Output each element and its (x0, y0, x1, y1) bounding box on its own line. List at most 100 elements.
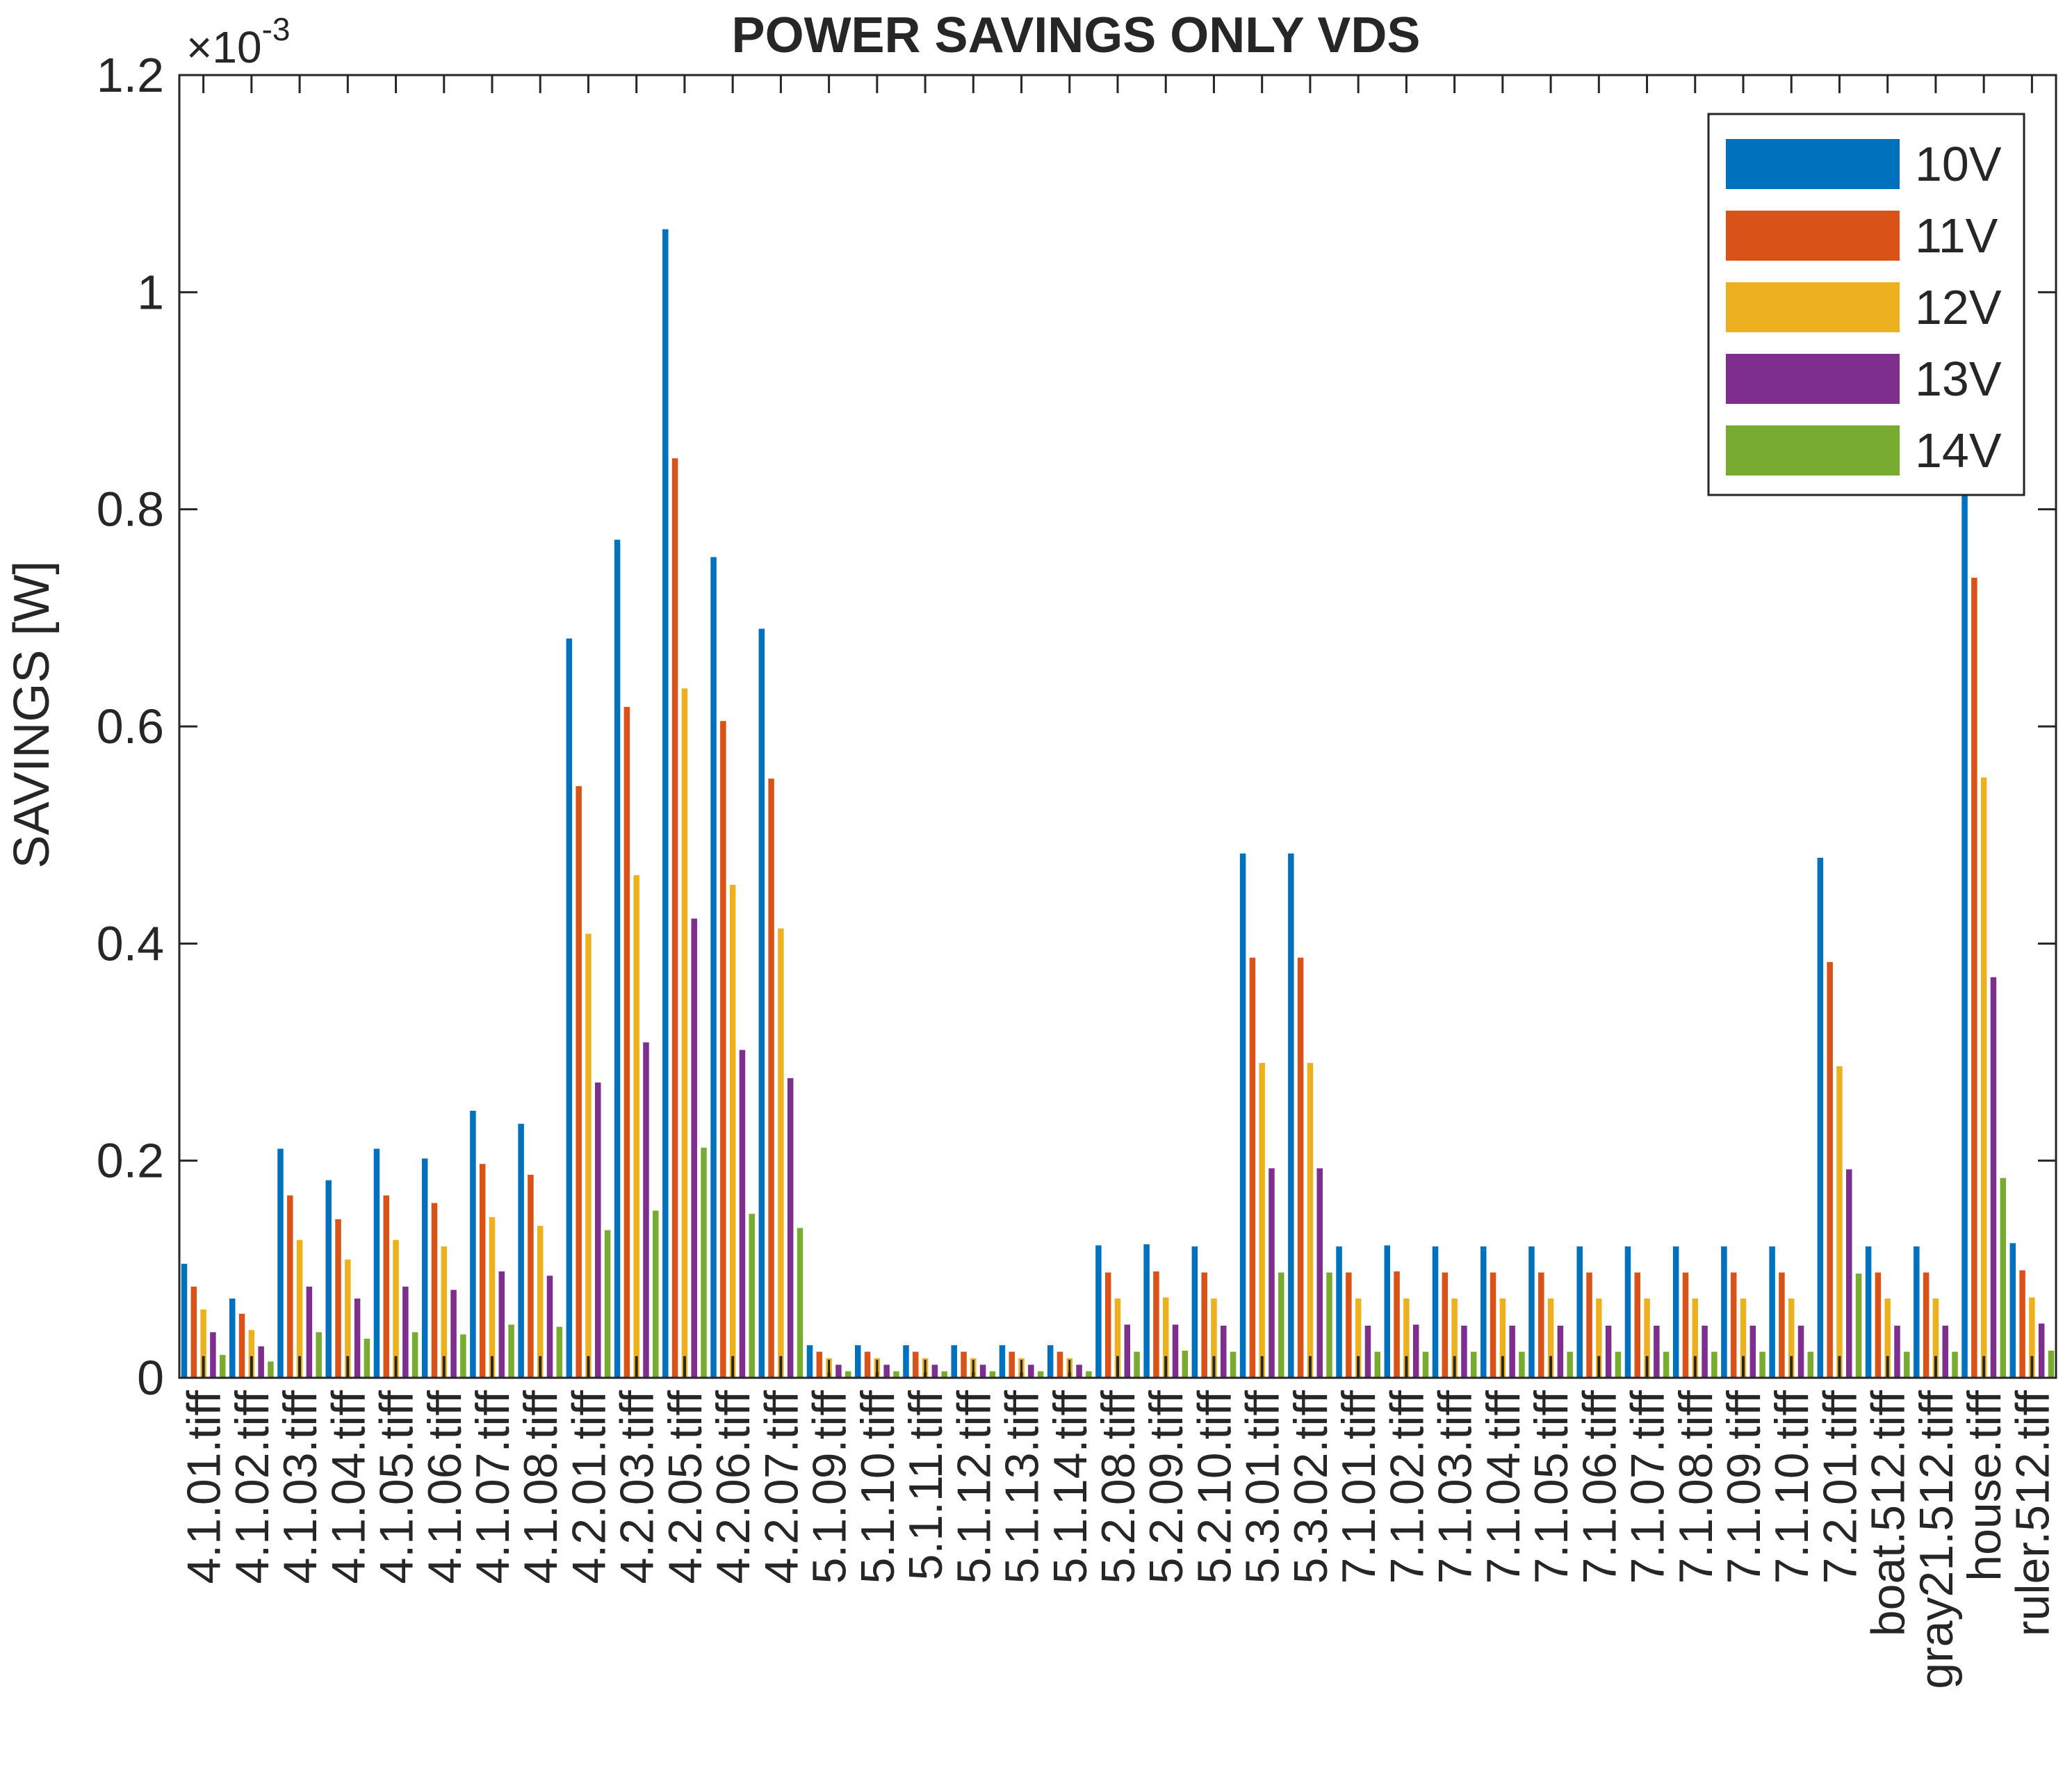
bar-14V-7.1.07.tiff (1663, 1351, 1670, 1378)
bar-13V-5.3.02.tiff (1316, 1168, 1323, 1378)
bar-13V-4.2.01.tiff (595, 1082, 601, 1378)
bar-10V-7.2.01.tiff (1817, 857, 1824, 1378)
bar-12V-7.1.08.tiff (1692, 1299, 1699, 1378)
bar-10V-ruler.512.tiff (2009, 1243, 2016, 1378)
legend-swatch-12V (1726, 282, 1900, 332)
x-tick-label: 5.1.14.tiff (1044, 1390, 1097, 1584)
x-tick-label: 4.1.04.tiff (322, 1390, 375, 1584)
x-tick-label: 7.2.01.tiff (1814, 1390, 1867, 1584)
x-tick-label: 4.1.03.tiff (274, 1390, 327, 1584)
bar-12V-7.1.03.tiff (1451, 1299, 1458, 1378)
bar-11V-4.1.04.tiff (335, 1219, 341, 1378)
bar-14V-7.1.02.tiff (1422, 1351, 1429, 1378)
bar-14V-5.1.10.tiff (893, 1371, 899, 1378)
bar-14V-5.3.02.tiff (1326, 1272, 1332, 1378)
x-tick-label: 5.1.12.tiff (947, 1390, 1000, 1584)
bar-11V-7.1.01.tiff (1346, 1272, 1352, 1378)
x-tick-label: 4.1.01.tiff (178, 1390, 231, 1584)
bar-12V-4.2.07.tiff (778, 928, 784, 1378)
bar-14V-5.1.14.tiff (1086, 1371, 1092, 1378)
x-tick-label: 7.1.03.tiff (1429, 1390, 1482, 1584)
bar-13V-5.1.09.tiff (835, 1365, 842, 1378)
bar-11V-5.1.09.tiff (816, 1351, 823, 1378)
bar-10V-5.1.12.tiff (951, 1345, 957, 1378)
x-tick-label: 5.1.10.tiff (851, 1390, 904, 1584)
x-tick-label: 4.1.02.tiff (226, 1390, 279, 1584)
bar-10V-4.1.07.tiff (470, 1110, 476, 1378)
bar-14V-7.2.01.tiff (1855, 1274, 1862, 1378)
x-tick-label: 4.1.08.tiff (514, 1390, 567, 1584)
bar-10V-7.1.10.tiff (1769, 1246, 1775, 1378)
bar-14V-4.2.01.tiff (604, 1230, 611, 1378)
y-tick-label: 0 (137, 1351, 164, 1405)
bar-12V-4.1.07.tiff (489, 1217, 496, 1378)
bars-layer (181, 229, 2055, 1378)
x-tick-label: 7.1.08.tiff (1670, 1390, 1722, 1584)
bar-13V-4.2.06.tiff (739, 1050, 746, 1378)
bar-14V-4.1.07.tiff (508, 1324, 514, 1378)
x-tick-label: 7.1.09.tiff (1718, 1390, 1770, 1584)
x-tick-label: 4.2.06.tiff (707, 1390, 760, 1584)
bar-10V-7.1.06.tiff (1576, 1246, 1583, 1378)
bar-12V-5.2.09.tiff (1162, 1297, 1169, 1378)
bar-12V-7.1.06.tiff (1596, 1299, 1602, 1378)
bar-11V-4.2.07.tiff (768, 778, 774, 1378)
y-ticks: 0 0.2 0.4 0.6 0.8 1 1.2 (97, 48, 2056, 1405)
bar-12V-7.1.09.tiff (1740, 1299, 1747, 1378)
y-axis-exponent-base: ×10 (186, 22, 262, 72)
bar-10V-4.1.04.tiff (325, 1180, 332, 1378)
bar-11V-5.2.09.tiff (1153, 1271, 1159, 1378)
bar-10V-4.2.01.tiff (566, 638, 573, 1378)
bar-14V-7.1.10.tiff (1807, 1351, 1814, 1378)
bar-13V-7.1.04.tiff (1509, 1326, 1515, 1378)
bar-10V-4.1.03.tiff (277, 1148, 284, 1378)
bar-10V-4.1.05.tiff (373, 1148, 380, 1378)
x-tick-label: 4.1.07.tiff (466, 1390, 519, 1584)
bar-13V-7.1.02.tiff (1412, 1324, 1419, 1378)
bar-10V-4.1.02.tiff (229, 1299, 236, 1378)
bar-10V-5.1.14.tiff (1047, 1345, 1054, 1378)
bar-10V-gray21.512.tiff (1914, 1246, 1920, 1378)
bar-11V-5.1.14.tiff (1057, 1351, 1063, 1378)
bar-12V-4.2.01.tiff (585, 934, 592, 1378)
bar-11V-7.1.06.tiff (1586, 1272, 1592, 1378)
bar-14V-5.1.11.tiff (941, 1371, 947, 1378)
bar-11V-7.1.02.tiff (1394, 1271, 1400, 1378)
bar-13V-ruler.512.tiff (2038, 1323, 2045, 1378)
bar-12V-7.1.04.tiff (1499, 1299, 1506, 1378)
bar-14V-4.1.02.tiff (268, 1361, 274, 1378)
legend-label-11V: 11V (1915, 209, 1998, 263)
bar-13V-5.1.10.tiff (883, 1365, 890, 1378)
bar-14V-7.1.06.tiff (1615, 1351, 1622, 1378)
bar-13V-5.1.11.tiff (931, 1365, 938, 1378)
x-tick-label: 4.1.05.tiff (370, 1390, 423, 1584)
y-tick-label: 0.6 (97, 699, 164, 754)
bar-13V-7.2.01.tiff (1846, 1169, 1852, 1378)
bar-10V-4.2.06.tiff (710, 557, 717, 1378)
bar-14V-4.1.08.tiff (556, 1326, 563, 1378)
bar-11V-7.1.10.tiff (1779, 1272, 1785, 1378)
bar-14V-gray21.512.tiff (1952, 1351, 1958, 1378)
bar-14V-5.2.09.tiff (1182, 1350, 1189, 1378)
x-tick-label: 7.1.07.tiff (1622, 1390, 1674, 1584)
x-tick-label: 7.1.10.tiff (1765, 1390, 1818, 1584)
bar-14V-4.1.03.tiff (316, 1332, 322, 1378)
bar-12V-house.tiff (1980, 777, 1987, 1378)
x-tick-label: gray21.512.tiff (1910, 1390, 1963, 1689)
bar-10V-5.1.09.tiff (806, 1345, 813, 1378)
bar-13V-7.1.10.tiff (1797, 1326, 1804, 1378)
bar-10V-5.1.13.tiff (999, 1345, 1006, 1378)
y-axis-exponent-power: -3 (262, 11, 291, 47)
bar-12V-4.1.08.tiff (537, 1226, 544, 1378)
bar-13V-5.1.12.tiff (979, 1365, 986, 1378)
x-tick-label: 4.2.05.tiff (659, 1390, 712, 1584)
bar-11V-5.3.01.tiff (1249, 957, 1256, 1378)
chart-title: POWER SAVINGS ONLY VDS (732, 8, 1421, 63)
bar-14V-5.3.01.tiff (1278, 1272, 1284, 1378)
bar-10V-5.3.01.tiff (1239, 853, 1246, 1378)
bar-12V-7.1.02.tiff (1403, 1299, 1410, 1378)
bar-12V-5.2.08.tiff (1114, 1299, 1121, 1378)
bar-11V-4.1.07.tiff (479, 1164, 486, 1378)
y-tick-label: 1.2 (97, 48, 164, 102)
